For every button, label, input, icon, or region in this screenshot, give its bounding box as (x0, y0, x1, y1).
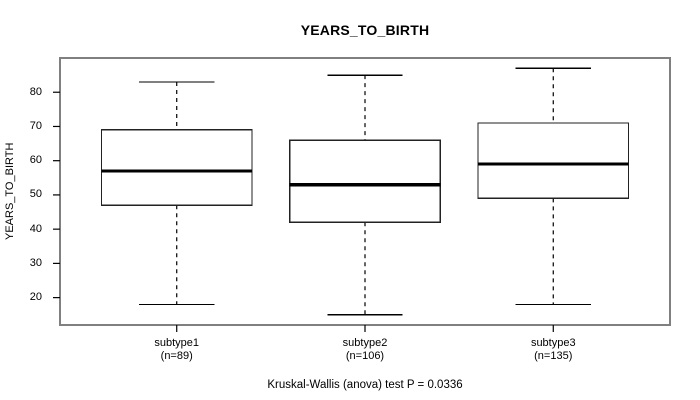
y-tick-label: 40 (29, 222, 42, 235)
group-name: subtype2 (342, 337, 388, 349)
box-group-subtype2 (289, 74, 441, 332)
y-tick-label: 20 (29, 291, 42, 304)
chart-title: YEARS_TO_BIRTH (300, 22, 430, 38)
x-group-label-subtype3: subtype3 (n=135) (463, 337, 643, 363)
x-group-label-subtype2: subtype2 (n=106) (275, 337, 455, 363)
iqr-box (477, 122, 630, 199)
group-n: (n=89) (160, 350, 193, 362)
iqr-box (100, 129, 253, 206)
y-tick-label: 80 (29, 85, 42, 98)
y-tick-label: 60 (29, 154, 42, 167)
y-tick-label: 50 (29, 188, 42, 201)
y-tick-label: 30 (29, 256, 42, 269)
stats-caption: Kruskal-Wallis (anova) test P = 0.0336 (267, 379, 463, 391)
group-n: (n=106) (345, 350, 385, 362)
x-group-label-subtype1: subtype1 (n=89) (87, 337, 267, 363)
box-group-subtype3 (477, 67, 630, 332)
iqr-box (289, 139, 441, 223)
y-tick-label: 70 (29, 119, 42, 132)
group-n: (n=135) (534, 350, 573, 362)
group-name: subtype1 (154, 337, 200, 349)
group-name: subtype3 (530, 337, 576, 349)
box-group-subtype1 (100, 81, 253, 332)
